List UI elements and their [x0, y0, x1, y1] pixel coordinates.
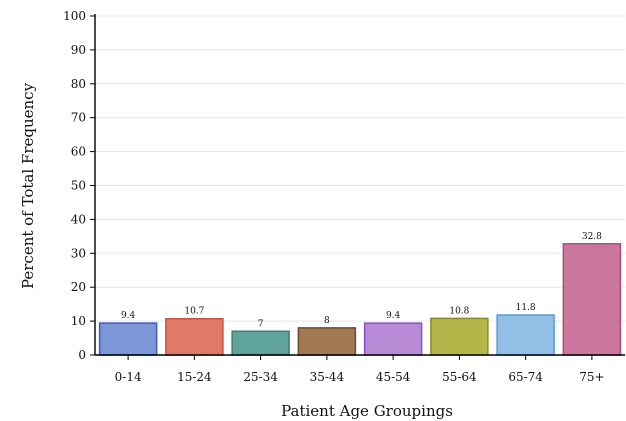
axes	[94, 14, 625, 356]
data-label: 8	[324, 316, 330, 326]
x-tick-labels: 0-14 15-24 25-34 35-44 45-54 55-64 65-74 75+	[115, 355, 605, 384]
bar-65-74	[496, 314, 555, 356]
x-tick-label: 0-14	[115, 370, 142, 384]
data-label: 10.7	[184, 307, 204, 317]
data-label: 9.4	[386, 311, 401, 321]
data-label: 10.8	[449, 306, 469, 316]
y-tick-labels: 0 10 20 30 40 50 60 70 80 90 100	[63, 9, 95, 362]
y-tick-label: 80	[71, 77, 86, 91]
x-tick-label: 45-54	[376, 370, 411, 384]
y-tick-label: 50	[71, 179, 86, 193]
x-tick-label: 55-64	[442, 370, 477, 384]
x-tick-label: 25-34	[243, 370, 278, 384]
bar-15-24	[165, 317, 224, 356]
x-tick-label: 75+	[579, 370, 604, 384]
bar-55-64	[430, 317, 489, 356]
grid-lines	[95, 15, 625, 322]
bar-35-44	[297, 327, 357, 356]
bars	[98, 243, 622, 356]
bar-45-54	[363, 322, 423, 356]
y-tick-label: 10	[71, 314, 86, 328]
y-tick-label: 30	[71, 246, 86, 260]
data-label: 7	[258, 319, 264, 329]
data-labels: 9.4 10.7 7 8 9.4 10.8 11.8 32.8	[121, 232, 602, 329]
y-axis-title: Percent of Total Frequency	[19, 82, 37, 289]
y-tick-label: 60	[71, 145, 86, 159]
bar-75+	[562, 243, 622, 356]
x-tick-label: 65-74	[508, 370, 543, 384]
y-tick-label: 0	[78, 348, 86, 362]
data-label: 11.8	[516, 303, 536, 313]
y-tick-label: 70	[71, 111, 86, 125]
y-tick-label: 20	[71, 280, 86, 294]
y-tick-label: 90	[71, 43, 86, 57]
x-tick-label: 35-44	[310, 370, 345, 384]
bar-25-34	[231, 330, 290, 356]
y-tick-label: 40	[71, 212, 86, 226]
bar-0-14	[98, 322, 158, 356]
y-tick-label: 100	[63, 9, 86, 23]
data-label: 9.4	[121, 311, 136, 321]
data-label: 32.8	[582, 232, 602, 242]
x-axis-title: Patient Age Groupings	[281, 402, 453, 420]
x-tick-label: 15-24	[177, 370, 212, 384]
